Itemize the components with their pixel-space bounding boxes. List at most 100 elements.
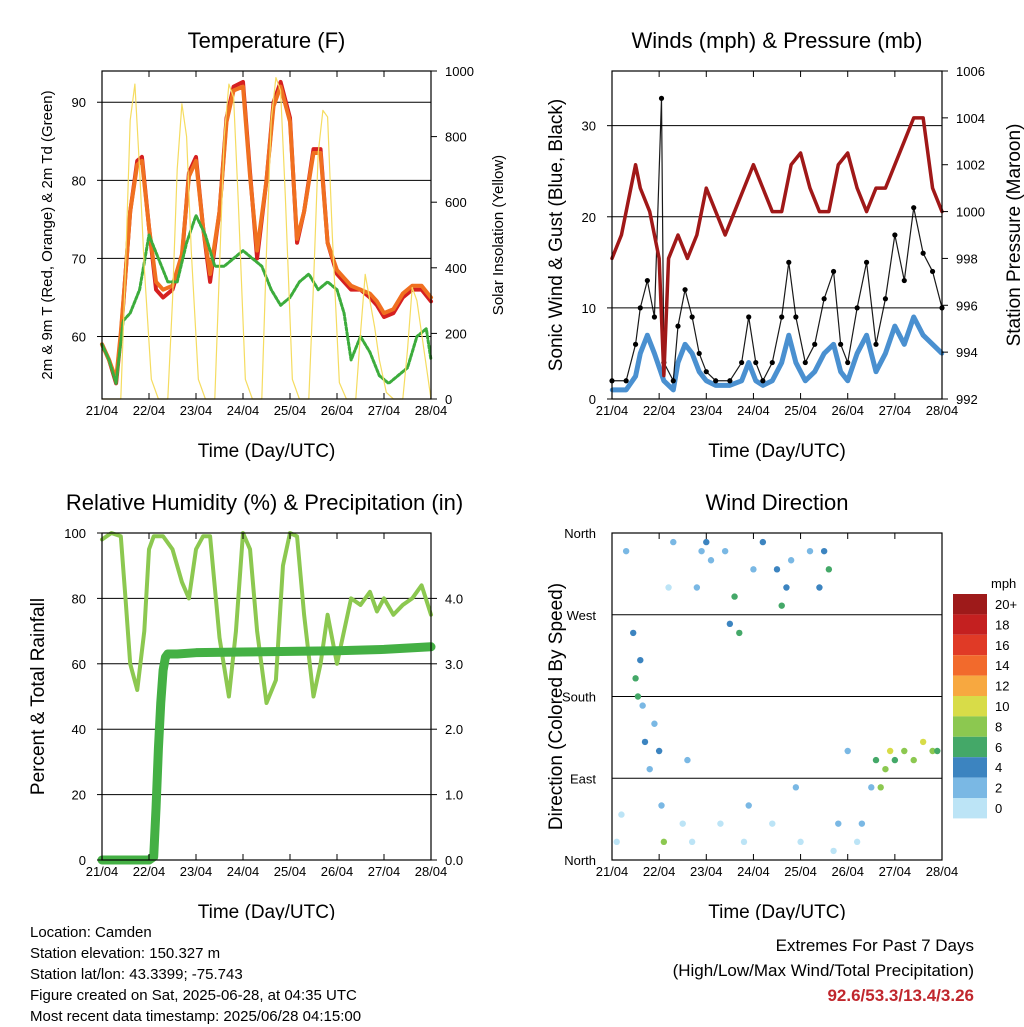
y-right-tick-label: 998 [956,251,978,266]
series-point [746,314,752,320]
y-right-axis-title: Station Pressure (Maroon) [1004,124,1024,347]
series-point [770,378,775,383]
series-point [920,333,926,338]
x-tick-label: 25/04 [274,864,307,879]
y-tick-label: 40 [72,722,86,737]
direction-point [769,820,776,827]
y-tick-label: 80 [72,591,86,606]
series-point [623,387,629,393]
x-tick-label: 21/04 [86,403,119,418]
y-right-tick-label: 0.0 [445,853,463,868]
series-point [633,374,638,379]
series-point [854,351,860,356]
x-tick-label: 22/04 [133,403,166,418]
y-axis-title: Percent & Total Rainfall [28,598,49,795]
series-point [739,359,745,366]
legend-swatch [953,798,987,819]
series-point [746,360,751,365]
y-tick-label: 70 [72,251,86,266]
direction-point [632,675,639,682]
x-axis-title: Time (Day/UTC) [198,441,336,462]
x-tick-label: 21/04 [86,864,119,879]
series-station-pressure-line [610,116,944,378]
direction-point [622,547,630,555]
series-point [727,378,733,384]
series-point [845,359,851,366]
series-point [911,314,916,320]
panel-humidity: 21/04 22/04 23/04 24/04 25/04 26/04 27/04 28/04… [28,490,463,920]
y-right-tick-label: 0 [445,392,452,407]
series-point [901,277,907,284]
x-tick-label: 28/04 [926,864,959,879]
y-right-tick-label: 200 [445,326,467,341]
legend-swatch [953,655,987,676]
series-point [753,359,759,366]
station-info: Location: Camden Station elevation: 150.… [30,922,361,1027]
latlon-text: Station lat/lon: 43.3399; -75.743 [30,966,243,983]
direction-point [698,547,705,555]
panel-title: Winds (mph) & Pressure (mb) [632,28,923,53]
y-tick-label: 20 [582,210,596,225]
y-tick-label: South [562,690,596,705]
y-tick-label: North [564,853,596,868]
y-right-tick-label: 800 [445,130,467,145]
series-point [632,341,639,347]
direction-point [868,784,875,791]
direction-point [703,538,710,546]
series-point [645,333,650,338]
direction-point [929,747,936,755]
x-tick-label: 22/04 [643,864,676,879]
x-tick-label: 23/04 [180,403,213,418]
series-point [760,378,766,384]
direction-point [731,593,738,600]
plot-frame [101,532,432,861]
direction-point [877,784,884,791]
series-point [704,378,709,383]
y-right-tick-label: 994 [956,345,978,360]
location-text: Location: Camden [30,924,152,941]
legend-label: 8 [995,719,1002,734]
direction-point [665,584,672,591]
series-point [803,378,808,383]
legend-label: 4 [995,760,1002,775]
y-right-tick-label: 1.0 [445,788,463,803]
series-point [739,378,744,383]
series-point [703,369,709,375]
direction-point [759,538,767,546]
direction-point [858,820,866,827]
x-axis-title: Time (Day/UTC) [708,902,846,920]
series-point [713,378,719,384]
y-right-tick-label: 1000 [956,205,985,220]
panel-title: Temperature (F) [188,28,346,53]
panel-title: Wind Direction [705,490,848,515]
panel-winds: 21/04 22/04 23/04 24/04 25/04 26/04 27/04 28/04… [546,28,1024,462]
y-right-tick-label: 2.0 [445,722,463,737]
direction-point [919,738,927,746]
series-point [682,287,688,293]
x-tick-label: 23/04 [690,403,723,418]
direction-point [658,802,665,809]
direction-point [641,738,649,746]
x-axis-title: Time (Day/UTC) [198,902,336,920]
series-point [670,378,676,384]
y-tick-label: East [570,771,596,786]
elevation-text: Station elevation: 150.327 m [30,945,221,962]
recent-text: Most recent data timestamp: 2025/06/28 0… [30,1008,362,1025]
direction-point [910,756,917,764]
y-right-tick-label: 1006 [956,64,985,79]
direction-point [684,756,691,764]
direction-point [717,820,724,827]
y-tick-label: 0 [589,392,596,407]
legend-label: 12 [995,679,1009,694]
series-point [830,268,837,275]
direction-point [825,566,833,573]
series-point [838,341,844,347]
series-point [821,351,827,356]
direction-point [830,847,837,855]
direction-point [726,620,734,628]
y-tick-label: 0 [79,853,86,868]
legend-label: 14 [995,658,1009,673]
y-right-tick-label: 600 [445,195,467,210]
direction-point [651,720,658,727]
